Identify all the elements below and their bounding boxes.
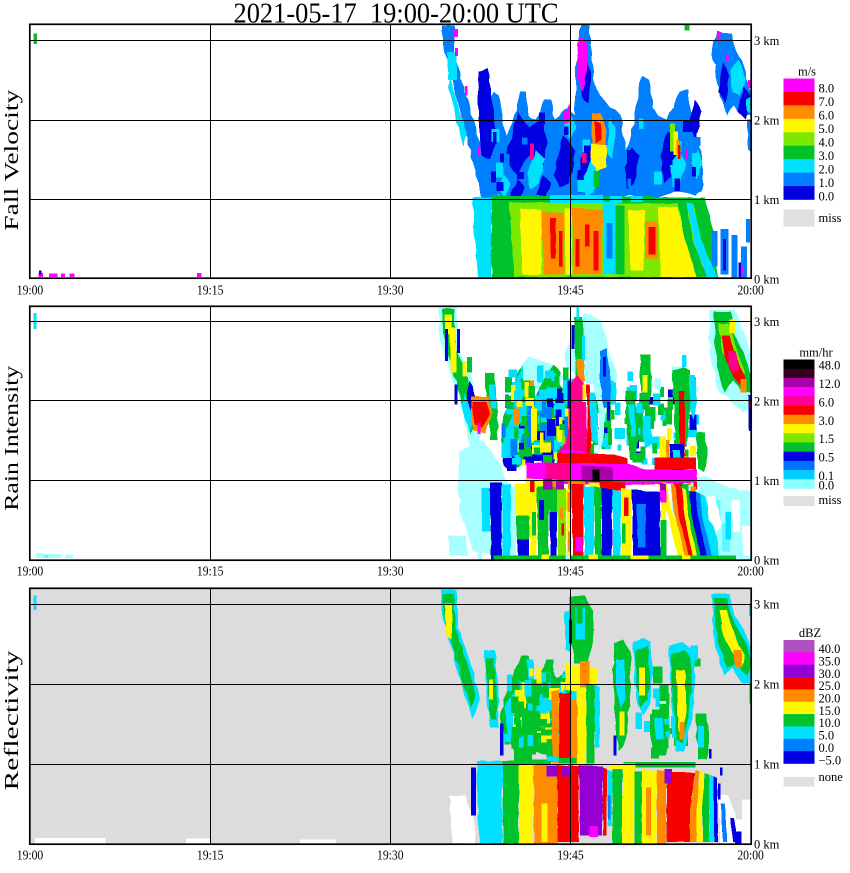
svg-text:3.0: 3.0 [819, 149, 835, 163]
svg-text:3.0: 3.0 [819, 414, 835, 428]
svg-text:20:00: 20:00 [737, 565, 764, 580]
svg-text:0.0: 0.0 [819, 478, 835, 492]
svg-text:3 km: 3 km [754, 315, 780, 329]
svg-text:19:45: 19:45 [557, 284, 584, 299]
svg-text:0 km: 0 km [754, 553, 780, 567]
svg-text:2 km: 2 km [754, 677, 780, 691]
svg-text:0.1: 0.1 [819, 469, 835, 483]
svg-text:15.0: 15.0 [819, 704, 841, 718]
svg-text:10.0: 10.0 [819, 716, 841, 730]
svg-text:19:00: 19:00 [17, 284, 44, 299]
svg-text:5.0: 5.0 [819, 122, 835, 136]
svg-text:6.0: 6.0 [819, 109, 835, 123]
svg-text:19:00: 19:00 [17, 565, 44, 580]
svg-text:30.0: 30.0 [819, 667, 841, 681]
svg-text:3 km: 3 km [754, 34, 780, 48]
svg-text:Fall Velocity: Fall Velocity [1, 90, 23, 231]
svg-text:0.0: 0.0 [819, 741, 835, 755]
svg-text:19:15: 19:15 [197, 849, 224, 864]
svg-text:4.0: 4.0 [819, 136, 835, 150]
svg-text:19:30: 19:30 [377, 284, 404, 299]
svg-text:mm/hr: mm/hr [799, 346, 833, 360]
svg-text:0.5: 0.5 [819, 451, 835, 465]
svg-text:20:00: 20:00 [737, 849, 764, 864]
svg-text:19:30: 19:30 [377, 565, 404, 580]
svg-text:1 km: 1 km [754, 193, 780, 207]
svg-text:19:15: 19:15 [197, 565, 224, 580]
svg-text:3 km: 3 km [754, 597, 780, 611]
svg-text:48.0: 48.0 [819, 359, 841, 373]
svg-text:20:00: 20:00 [737, 284, 764, 299]
svg-text:none: none [819, 770, 844, 784]
svg-text:19:45: 19:45 [557, 565, 584, 580]
svg-text:1 km: 1 km [754, 757, 780, 771]
svg-text:0.0: 0.0 [819, 189, 835, 203]
svg-text:Rain Intensity: Rain Intensity [1, 366, 23, 511]
svg-text:miss: miss [819, 211, 842, 225]
svg-text:8.0: 8.0 [819, 82, 835, 96]
svg-text:25.0: 25.0 [819, 679, 841, 693]
svg-text:2 km: 2 km [754, 113, 780, 127]
svg-text:19:30: 19:30 [377, 849, 404, 864]
svg-text:−5.0: −5.0 [819, 753, 842, 767]
svg-text:19:15: 19:15 [197, 284, 224, 299]
svg-text:miss: miss [819, 493, 842, 507]
svg-text:19:45: 19:45 [557, 849, 584, 864]
svg-text:1.0: 1.0 [819, 176, 835, 190]
svg-text:2 km: 2 km [754, 394, 780, 408]
svg-text:12.0: 12.0 [819, 377, 841, 391]
svg-text:19:00: 19:00 [17, 849, 44, 864]
svg-text:6.0: 6.0 [819, 395, 835, 409]
svg-text:5.0: 5.0 [819, 729, 835, 743]
svg-text:0 km: 0 km [754, 837, 780, 851]
svg-text:40.0: 40.0 [819, 642, 841, 656]
svg-text:2.0: 2.0 [819, 162, 835, 176]
svg-text:2021-05-17 19:00-20:00 UTC: 2021-05-17 19:00-20:00 UTC [234, 0, 559, 30]
svg-text:0 km: 0 km [754, 272, 780, 286]
svg-text:20.0: 20.0 [819, 692, 841, 706]
svg-text:7.0: 7.0 [819, 95, 835, 109]
svg-text:35.0: 35.0 [819, 655, 841, 669]
svg-text:1.5: 1.5 [819, 432, 835, 446]
svg-text:m/s: m/s [798, 65, 816, 79]
svg-text:Reflectivity: Reflectivity [1, 651, 23, 791]
svg-text:dBZ: dBZ [799, 626, 821, 640]
svg-text:1 km: 1 km [754, 474, 780, 488]
